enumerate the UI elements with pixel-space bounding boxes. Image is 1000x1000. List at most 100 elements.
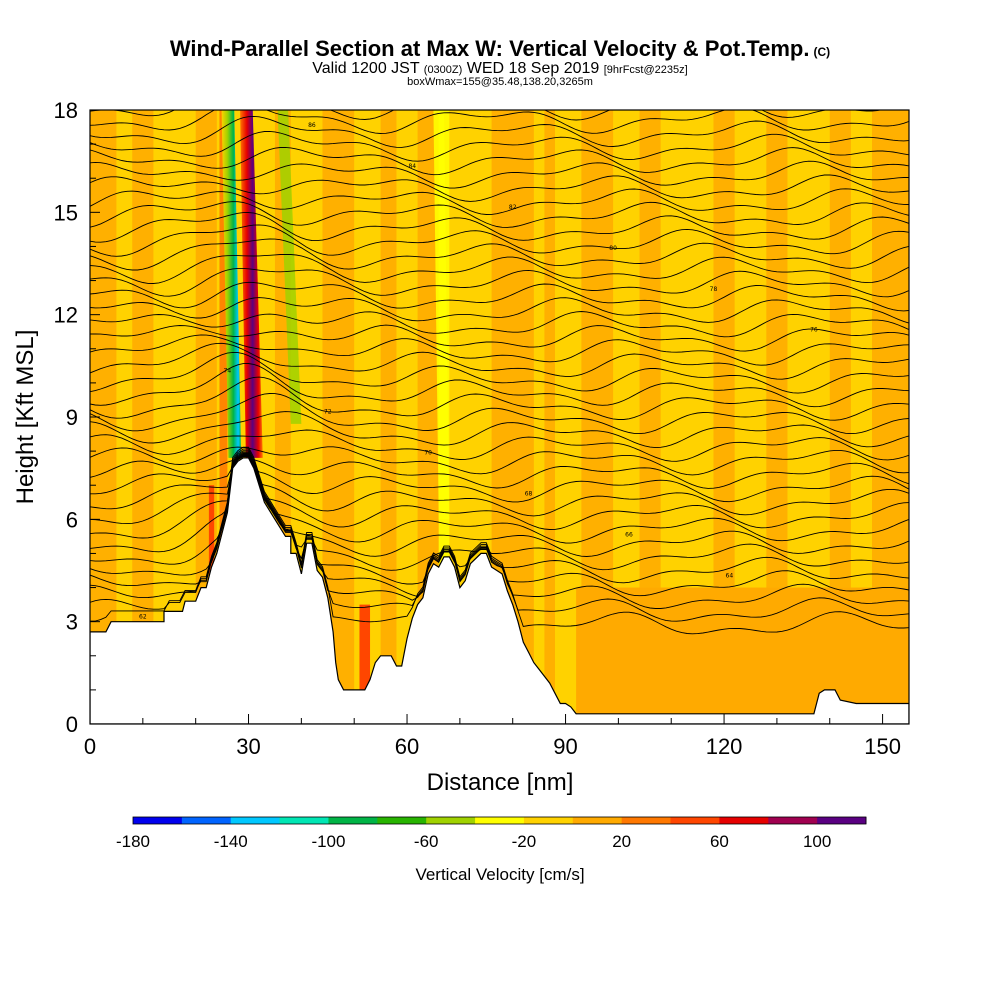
colorbar-tick-label: -180 (116, 832, 150, 851)
colorbar-swatch (426, 817, 476, 824)
isentrope-line (90, 429, 909, 462)
velocity-streak (829, 110, 851, 724)
colorbar-swatch (377, 817, 427, 824)
isentrope-label: 82 (509, 204, 517, 211)
isentrope-line (90, 115, 909, 148)
colorbar-swatch (523, 817, 574, 824)
isentrope-line (90, 393, 909, 435)
isentrope-line (90, 297, 909, 324)
isentrope-line (90, 160, 909, 189)
isentrope-line (90, 253, 909, 284)
x-axis-label: Distance [nm] (427, 769, 574, 796)
y-tick-label: 15 (54, 200, 78, 225)
forecast-info: [9hrFcst@2235z] (603, 64, 688, 76)
y-tick-label: 18 (54, 98, 78, 123)
isentrope-label: 62 (139, 613, 147, 620)
isentrope-line (90, 453, 909, 571)
colorbar-tick-label: -140 (214, 832, 248, 851)
colorbar: -180 -140 -100 -60 -20 20 60 100 (116, 816, 867, 851)
x-tick-label: 0 (84, 734, 96, 759)
velocity-streak (713, 110, 735, 724)
isentrope-line (90, 78, 909, 107)
valid-utc: (0300Z) (423, 64, 463, 76)
colorbar-frame (132, 816, 867, 825)
chart-subtitle: Valid 1200 JST (0300Z) WED 18 Sep 2019 [… (0, 60, 1000, 78)
x-tick-label: 30 (236, 734, 260, 759)
colorbar-label: Vertical Velocity [cm/s] (415, 865, 584, 884)
chart-title-text: Wind-Parallel Section at Max W: Vertical… (169, 36, 810, 61)
downdraft-band (221, 110, 242, 458)
colorbar-swatch (230, 817, 281, 824)
isentrope-label: 76 (810, 327, 818, 334)
y-axis-label: Height [Kft MSL] (12, 330, 39, 505)
chart-title: Wind-Parallel Section at Max W: Vertical… (0, 36, 1000, 62)
isentrope-label: 64 (726, 572, 734, 579)
isentrope-label: 86 (308, 122, 316, 129)
isentrope-label: 78 (710, 286, 718, 293)
velocity-streak (219, 110, 228, 724)
colorbar-swatch (719, 817, 769, 824)
y-tick-label: 9 (66, 405, 78, 430)
isentrope-line (90, 411, 909, 449)
colorbar-tick-label: 100 (803, 832, 831, 851)
isentrope-line (90, 146, 909, 176)
isentrope-line (90, 311, 909, 338)
colorbar-swatch (621, 817, 672, 824)
y-tick-label: 3 (66, 610, 78, 635)
velocity-streak (380, 110, 397, 724)
colorbar-swatch (572, 817, 623, 824)
isentrope-label: 66 (625, 531, 633, 538)
slope-updraft-core (208, 485, 215, 588)
colorbar-swatch (768, 817, 818, 824)
weak-downdraft-band (433, 110, 450, 520)
isentrope-line (90, 455, 909, 517)
isentrope-line (90, 456, 909, 489)
x-tick-label: 120 (706, 734, 743, 759)
colorbar-swatch (328, 817, 378, 824)
isentrope-line (90, 446, 909, 476)
isentrope-line (90, 454, 909, 544)
secondary-downdraft-band (277, 110, 302, 424)
isentrope-line (90, 188, 909, 215)
low-level-updraft-zone (576, 587, 909, 724)
x-tick-label: 150 (864, 734, 901, 759)
isentrope-line (90, 351, 909, 394)
isentrope-line (90, 174, 909, 202)
colorbar-swatch (279, 817, 329, 824)
isentrope-line (90, 130, 909, 162)
colorbar-swatch (817, 817, 867, 824)
isentrope-line (90, 212, 909, 243)
isentrope-line (90, 110, 883, 121)
colorbar-tick-label: -60 (414, 832, 439, 851)
isentrope-line (90, 238, 909, 271)
isentrope-line (90, 446, 909, 635)
terrain-profile (90, 457, 909, 724)
isentrope-line (90, 454, 909, 557)
box-info: boxWmax=155@35.48,138.20,3265m (407, 76, 593, 88)
isentrope-line (90, 281, 909, 312)
colorbar-tick-label: 60 (710, 832, 729, 851)
isentrope-line (90, 224, 909, 257)
colorbar-tick-label: -100 (311, 832, 345, 851)
y-tick-label: 6 (66, 507, 78, 532)
velocity-streak (544, 110, 555, 724)
velocity-streak (132, 110, 154, 724)
colorbar-swatch (475, 817, 525, 824)
isentrope-label: 68 (525, 490, 533, 497)
valid-date: WED 18 Sep 2019 (466, 60, 600, 77)
isentrope-line (90, 110, 909, 134)
colorbar-swatch (181, 817, 232, 824)
colorbar-swatch (133, 817, 183, 824)
updraft-band (240, 110, 263, 458)
isentrope-line (90, 376, 909, 421)
isentrope-label: 88 (208, 81, 216, 88)
isentrope-label: 84 (408, 163, 416, 170)
colorbar-tick-label: 20 (612, 832, 631, 851)
copyright-mark: (C) (813, 45, 831, 59)
x-tick-label: 90 (553, 734, 577, 759)
y-tick-label: 0 (66, 712, 78, 737)
colorbar-tick-label: -20 (512, 832, 537, 851)
valid-time: Valid 1200 JST (312, 60, 420, 77)
